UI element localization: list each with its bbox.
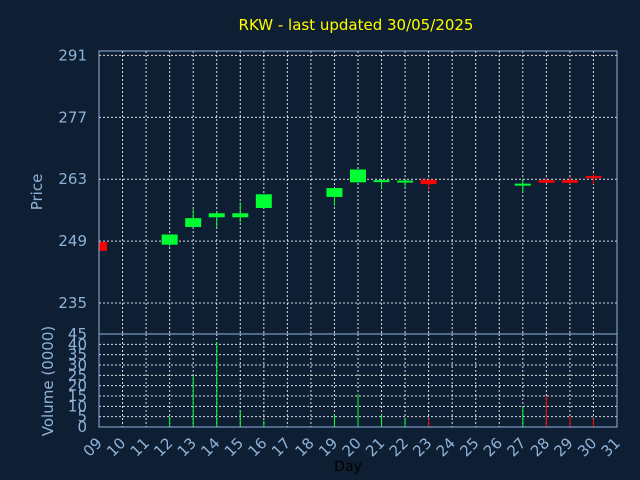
candle-body xyxy=(397,180,414,183)
candle-20 xyxy=(350,169,366,183)
price-panel: 235 249 263 277 291 xyxy=(58,46,618,335)
x-tick-label: 17 xyxy=(268,434,294,460)
price-tick-label: 291 xyxy=(58,46,87,64)
candle-22 xyxy=(397,179,414,187)
candle-29 xyxy=(561,177,578,185)
volume-tick-label: 30 xyxy=(68,356,87,374)
volume-tick-label: 40 xyxy=(68,335,87,353)
volume-tick-label: 35 xyxy=(68,346,87,364)
candle-body xyxy=(538,180,555,183)
candle-13 xyxy=(185,209,202,227)
x-tick-label: 31 xyxy=(598,434,624,460)
candle-body xyxy=(208,213,225,218)
x-tick-label: 27 xyxy=(503,434,529,460)
candle-21 xyxy=(373,179,390,190)
candle-body xyxy=(585,176,602,179)
x-tick-label: 10 xyxy=(103,434,129,460)
candle-body xyxy=(373,180,390,183)
x-tick-label: 26 xyxy=(480,434,506,460)
candle-body xyxy=(185,218,202,227)
x-tick-label: 28 xyxy=(527,434,553,460)
x-tick-label: 30 xyxy=(574,434,600,460)
x-tick-label: 29 xyxy=(551,434,577,460)
candle-body xyxy=(255,194,272,208)
x-tick-label: 19 xyxy=(315,434,341,460)
candle-body xyxy=(99,242,107,251)
x-tick-label: 20 xyxy=(339,434,365,460)
candle-body xyxy=(420,179,437,185)
candle-27 xyxy=(514,179,531,192)
candle-body xyxy=(232,213,249,218)
price-tick-label: 235 xyxy=(58,294,87,312)
volume-tick-label: 15 xyxy=(68,387,87,405)
candle-9 xyxy=(98,242,107,251)
candle-body xyxy=(514,183,531,186)
volume-tick-label: 0 xyxy=(77,418,87,436)
chart-title: RKW - last updated 30/05/2025 xyxy=(239,16,474,34)
candle-19 xyxy=(326,188,343,206)
candle-body xyxy=(350,169,366,183)
candle-body xyxy=(561,180,578,183)
x-tick-label: 09 xyxy=(80,434,106,460)
price-tick-label: 263 xyxy=(58,170,87,188)
volume-tick-label: 20 xyxy=(68,377,87,395)
candle-body xyxy=(326,188,343,197)
x-tick-label: 24 xyxy=(433,434,459,460)
volume-tick-label: 5 xyxy=(77,408,87,426)
candle-body xyxy=(161,234,178,245)
candle-23 xyxy=(420,179,437,190)
volume-tick-label: 10 xyxy=(68,397,87,415)
volume-tick-label: 45 xyxy=(68,325,87,343)
candle-30 xyxy=(585,173,602,185)
price-axis-label: Price xyxy=(28,174,46,211)
candle-28 xyxy=(538,177,555,183)
candle-16 xyxy=(255,194,272,208)
x-tick-label: 23 xyxy=(409,434,435,460)
candle-12 xyxy=(161,234,178,247)
x-tick-label: 18 xyxy=(292,434,318,460)
x-axis-label: Day xyxy=(334,459,362,475)
price-tick-label: 277 xyxy=(58,108,87,126)
x-tick-label: 21 xyxy=(362,434,388,460)
x-axis: 0910111213141516171819202122232425262728… xyxy=(80,434,624,460)
candle-15 xyxy=(232,202,249,223)
x-tick-label: 14 xyxy=(197,434,223,460)
x-tick-label: 13 xyxy=(174,434,200,460)
x-tick-label: 25 xyxy=(456,434,482,460)
x-tick-label: 22 xyxy=(386,434,412,460)
price-tick-label: 249 xyxy=(58,232,87,250)
candle-14 xyxy=(208,211,225,227)
x-tick-label: 16 xyxy=(244,434,270,460)
x-tick-label: 12 xyxy=(150,434,176,460)
volume-axis-label: Volume (0000) xyxy=(39,326,57,436)
volume-frame xyxy=(98,333,618,428)
volume-tick-label: 25 xyxy=(68,366,87,384)
x-tick-label: 11 xyxy=(127,434,153,460)
x-tick-label: 15 xyxy=(221,434,247,460)
